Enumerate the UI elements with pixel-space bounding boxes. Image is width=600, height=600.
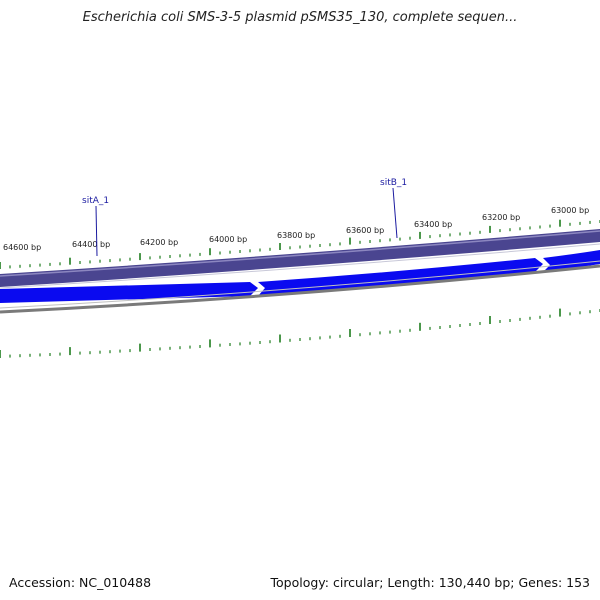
scale-label: 63000 bp <box>551 206 589 215</box>
map-title: Escherichia coli SMS-3-5 plasmid pSMS35_… <box>82 10 518 25</box>
scale-label: 64200 bp <box>140 238 178 247</box>
scale-label: 64000 bp <box>209 235 247 244</box>
scale-label: 64400 bp <box>72 240 110 249</box>
backbone-inner <box>0 260 600 309</box>
gene-arrow-1 <box>0 282 258 303</box>
lower-tick-row <box>0 308 600 358</box>
gene-arrow-3 <box>543 250 600 272</box>
outer-band-highlight <box>0 230 600 277</box>
accession-info: Accession: NC_010488 <box>9 575 152 590</box>
scale-label: 63200 bp <box>482 213 520 222</box>
gene-label-sitA_1[interactable]: sitA_1 <box>82 196 109 257</box>
scale-label: 64600 bp <box>3 243 41 252</box>
upper-tick-row <box>0 219 600 269</box>
backbone-line <box>0 264 600 314</box>
gene-arrow-2 <box>258 258 543 296</box>
gene-label-sitB_1[interactable]: sitB_1 <box>380 178 407 239</box>
sequence-stats: Topology: circular; Length: 130,440 bp; … <box>270 575 591 590</box>
scale-label: 63400 bp <box>414 220 452 229</box>
scale-label: 63800 bp <box>277 231 315 240</box>
gene-label-text: sitA_1 <box>82 196 109 206</box>
gene-label-text: sitB_1 <box>380 178 407 188</box>
scale-label: 63600 bp <box>346 226 384 235</box>
gene-label-leader <box>95 205 98 257</box>
gene-label-leader <box>392 187 398 239</box>
scale-labels: 64600 bp 64400 bp 64200 bp 64000 bp 6380… <box>3 206 589 252</box>
band-separator <box>0 243 600 289</box>
